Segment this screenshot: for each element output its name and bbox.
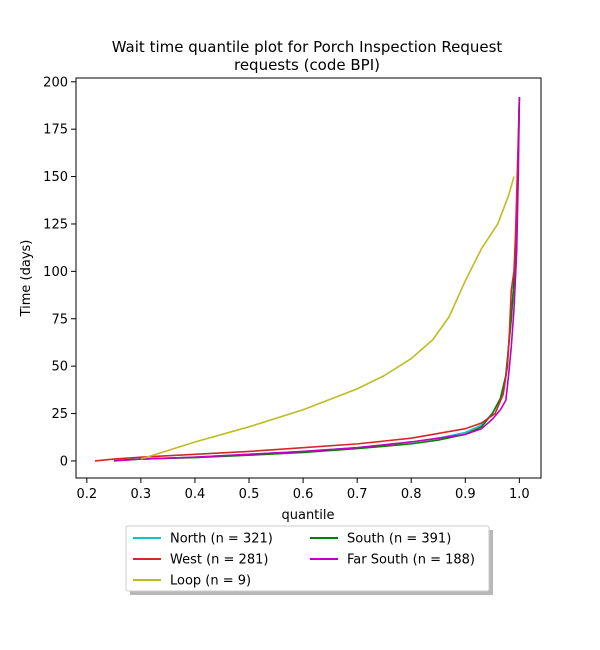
legend-entry-label: Far South (n = 188) (347, 553, 475, 568)
y-tick-label: 150 (43, 170, 68, 185)
y-tick-label: 50 (51, 360, 68, 375)
y-axis-label: Time (days) (19, 240, 34, 318)
y-tick-label: 0 (60, 454, 68, 469)
plot-frame (75, 77, 542, 479)
y-tick-label: 25 (51, 407, 68, 422)
x-tick-label: 1.0 (509, 487, 530, 502)
legend: North (n = 321) West (n = 281) Loop (n = 9… (125, 525, 493, 595)
chart-title-line-1: Wait time quantile plot for Porch Inspec… (112, 38, 503, 56)
series-line-west (94, 96, 521, 462)
legend-entry-label: West (n = 281) (170, 553, 268, 568)
x-tick-label: 0.9 (455, 487, 476, 502)
series-line-north (113, 96, 521, 461)
x-tick-label: 0.8 (401, 487, 422, 502)
legend-box (125, 525, 490, 592)
x-tick-label: 0.6 (293, 487, 314, 502)
y-tick-label: 100 (43, 265, 68, 280)
series-line-south (124, 96, 521, 461)
x-tick-label: 0.5 (239, 487, 260, 502)
plot-area: 0.2 0.3 0.4 0.5 0.6 0.7 0.8 0.9 1.0 0 25 50 75 100 125… (43, 75, 542, 502)
x-axis-label: quantile (281, 508, 334, 523)
x-tick-label: 0.4 (185, 487, 206, 502)
chart-title-line-2: requests (code BPI) (234, 56, 380, 74)
y-tick-label: 75 (51, 312, 68, 327)
series-line-far-south (113, 96, 521, 462)
legend-entry-label: Loop (n = 9) (170, 574, 251, 589)
legend-entry-label: South (n = 391) (347, 532, 451, 547)
series-line-loop (140, 176, 515, 460)
x-tick-label: 0.3 (131, 487, 152, 502)
y-tick-label: 125 (43, 217, 68, 232)
y-tick-label: 175 (43, 123, 68, 138)
y-tick-label: 200 (43, 75, 68, 90)
x-tick-label: 0.7 (347, 487, 368, 502)
x-tick-label: 0.2 (76, 487, 97, 502)
legend-entry-label: North (n = 321) (170, 532, 273, 547)
